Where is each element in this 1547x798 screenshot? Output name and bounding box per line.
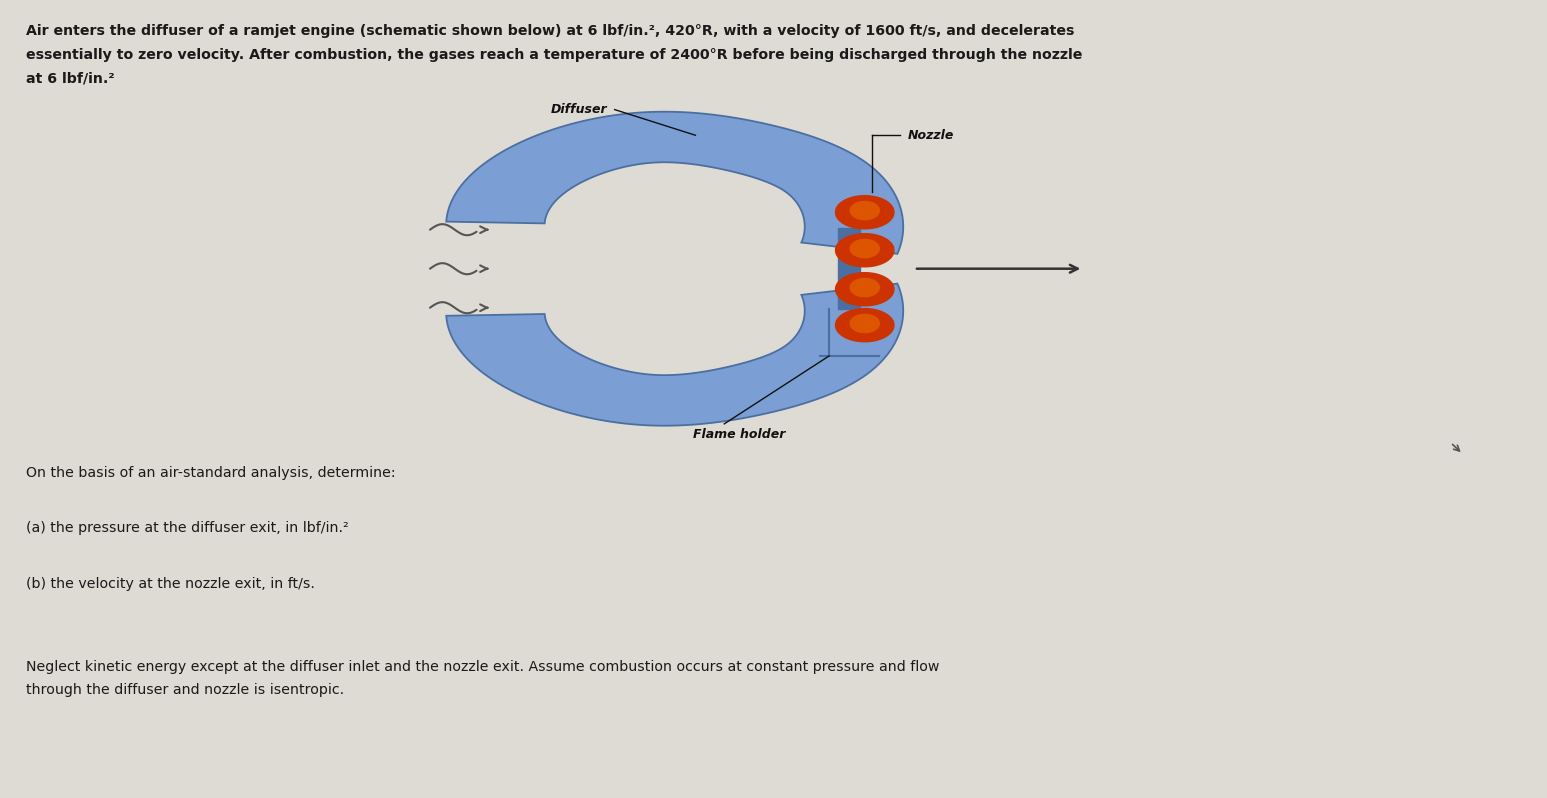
Polygon shape [835,234,894,267]
Text: (b) the velocity at the nozzle exit, in ft/s.: (b) the velocity at the nozzle exit, in … [26,577,314,591]
Text: (a) the pressure at the diffuser exit, in lbf/in.²: (a) the pressure at the diffuser exit, i… [26,521,348,535]
Text: at 6 lbf/in.²: at 6 lbf/in.² [26,71,114,85]
Polygon shape [446,283,903,425]
Text: Nozzle: Nozzle [908,128,954,142]
Text: essentially to zero velocity. After combustion, the gases reach a temperature of: essentially to zero velocity. After comb… [26,48,1081,61]
Polygon shape [835,309,894,342]
Polygon shape [851,314,879,333]
Polygon shape [835,273,894,306]
Text: Air enters the diffuser of a ramjet engine (schematic shown below) at 6 lbf/in.²: Air enters the diffuser of a ramjet engi… [26,24,1074,38]
Text: Neglect kinetic energy except at the diffuser inlet and the nozzle exit. Assume : Neglect kinetic energy except at the dif… [26,660,939,674]
Text: On the basis of an air-standard analysis, determine:: On the basis of an air-standard analysis… [26,466,396,480]
Polygon shape [835,196,894,229]
Polygon shape [851,279,879,297]
Polygon shape [851,201,879,219]
Polygon shape [851,239,879,258]
Bar [838,228,860,310]
Text: Flame holder: Flame holder [693,428,786,440]
Text: Diffuser: Diffuser [551,103,606,116]
Polygon shape [446,112,903,254]
Text: through the diffuser and nozzle is isentropic.: through the diffuser and nozzle is isent… [26,683,343,697]
